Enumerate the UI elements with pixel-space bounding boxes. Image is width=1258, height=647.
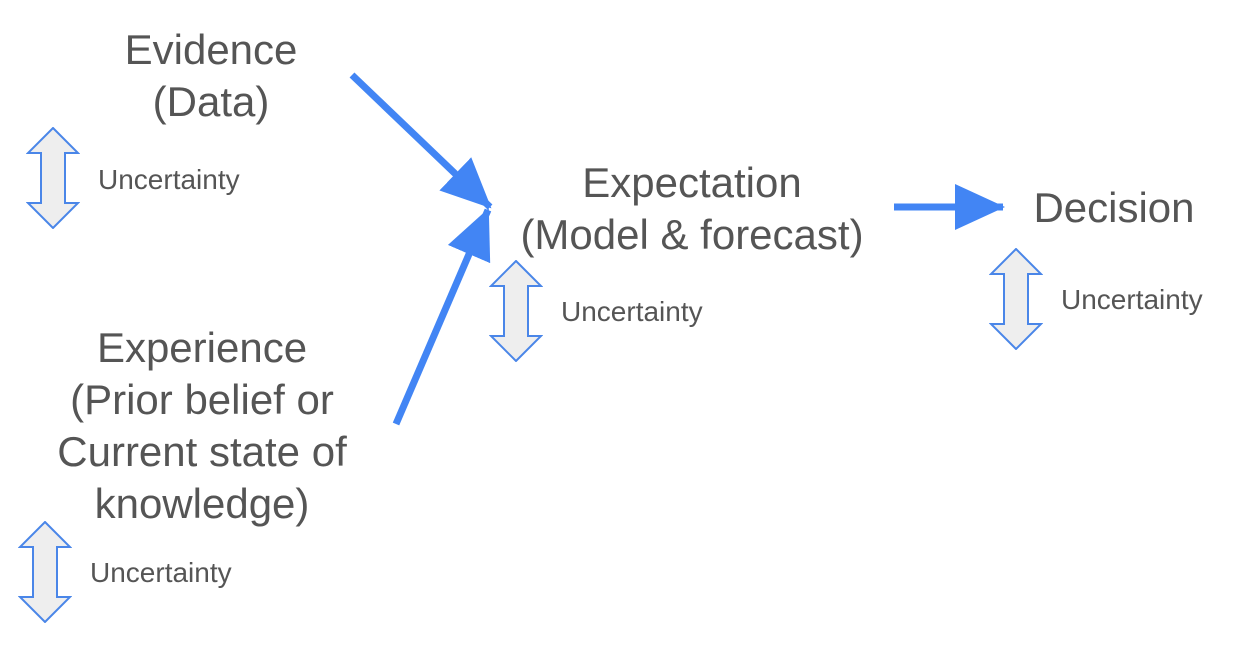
experience-line-2: Current state of	[57, 428, 347, 475]
decision-node: Decision	[1012, 182, 1216, 234]
expectation-node: Expectation (Model & forecast)	[506, 157, 878, 261]
experience-line-1: (Prior belief or	[70, 376, 334, 423]
experience-uncertainty-double-arrow-icon	[18, 521, 72, 623]
arrow-evidence-to-expectation	[349, 72, 493, 210]
expectation-uncertainty-double-arrow-icon	[489, 260, 543, 362]
evidence-node: Evidence (Data)	[96, 24, 326, 128]
evidence-uncertainty-label: Uncertainty	[98, 164, 240, 195]
arrow-experience-to-expectation	[392, 208, 492, 426]
experience-node: Experience (Prior belief or Current stat…	[42, 322, 362, 530]
evidence-subtitle: (Data)	[152, 78, 270, 125]
decision-uncertainty-label: Uncertainty	[1061, 284, 1203, 315]
decision-uncertainty-double-arrow-icon	[989, 248, 1043, 350]
expectation-title: Expectation	[582, 159, 802, 206]
expectation-subtitle: (Model & forecast)	[520, 211, 864, 258]
experience-line-3: knowledge)	[94, 480, 310, 527]
evidence-uncertainty-double-arrow-icon	[26, 127, 80, 229]
experience-title: Experience	[96, 324, 308, 371]
experience-uncertainty-label: Uncertainty	[90, 557, 232, 588]
evidence-title: Evidence	[124, 26, 298, 73]
expectation-uncertainty-label: Uncertainty	[561, 296, 703, 327]
decision-title: Decision	[1033, 184, 1195, 231]
